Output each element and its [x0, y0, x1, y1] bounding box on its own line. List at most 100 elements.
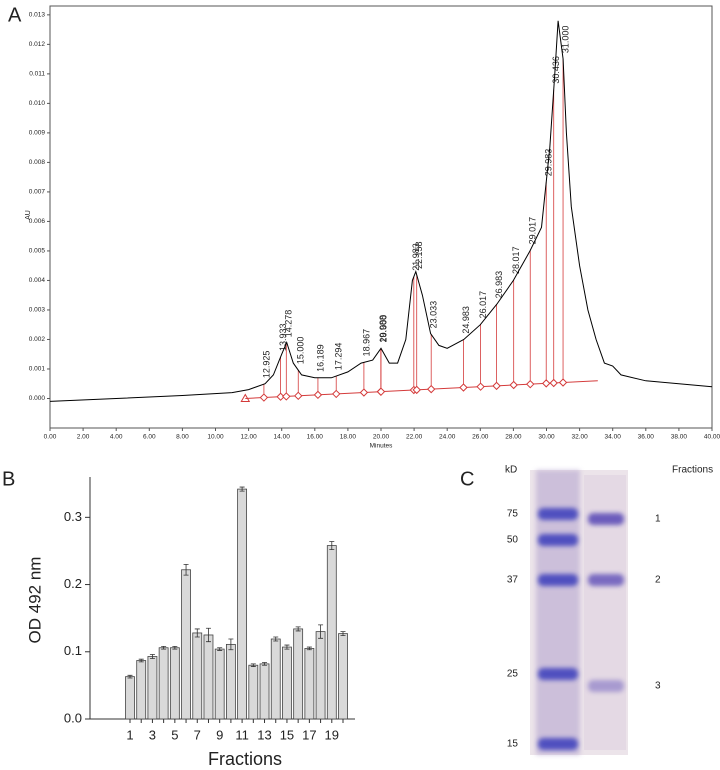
- x-tick-label: 32.00: [571, 434, 588, 441]
- peak-label: 21.983: [411, 243, 421, 271]
- fraction-marker: [492, 381, 501, 391]
- fraction-marker: [426, 384, 436, 394]
- bar: [315, 631, 326, 720]
- fraction-marker: [276, 392, 285, 401]
- bar: [225, 643, 236, 720]
- y-tick-label: 0.2: [64, 576, 82, 591]
- error-bar: [228, 638, 234, 651]
- x-tick-label: 38.00: [671, 434, 688, 441]
- y-tick-label: 0.009: [29, 130, 46, 137]
- baseline-start: [240, 393, 251, 402]
- y-tick-label: 0.012: [29, 41, 46, 48]
- x-tick-label: 17: [302, 727, 316, 742]
- y-tick-label: 0.005: [29, 248, 46, 255]
- bar: [259, 663, 270, 720]
- x-tick-label: 14.00: [274, 434, 291, 441]
- x-tick-label: 4.00: [110, 434, 123, 441]
- x-tick-label: 36.00: [638, 434, 655, 441]
- fraction-marker: [359, 388, 369, 397]
- bar: [248, 664, 259, 720]
- bar: [158, 647, 169, 720]
- bar: [304, 648, 315, 720]
- x-tick-label: 2.00: [77, 434, 90, 441]
- peak-label: 15.000: [296, 337, 306, 365]
- y-tick-label: 0.3: [64, 509, 82, 524]
- x-tick-label: 0.00: [44, 434, 57, 441]
- fraction-marker: [313, 390, 323, 400]
- peak-label: 12.925: [261, 351, 271, 379]
- peak-label: 26.017: [478, 291, 488, 319]
- x-tick-label: 19: [325, 727, 339, 742]
- x-tick-label: 1: [126, 727, 133, 742]
- bar: [237, 488, 248, 720]
- peak-label: 13.933: [278, 323, 288, 351]
- y-tick-label: 0.000: [29, 395, 46, 402]
- x-tick-label: 15: [280, 727, 294, 742]
- bar: [147, 656, 158, 720]
- error-bar: [239, 486, 245, 492]
- x-tick-label: 34.00: [605, 434, 622, 441]
- error-bar: [262, 662, 268, 666]
- y-axis-label: OD 492 nm: [25, 557, 44, 644]
- marker-band: [538, 738, 578, 750]
- x-tick-label: 22.00: [406, 434, 423, 441]
- fraction-marker: [282, 392, 291, 401]
- peak-label: 28.017: [511, 246, 521, 274]
- peak-label: 19.988: [378, 315, 388, 343]
- bar: [214, 648, 225, 720]
- peak-label: 14.278: [284, 310, 294, 338]
- fraction-label: 3: [655, 681, 661, 692]
- x-axis-label: Fractions: [208, 749, 282, 769]
- x-tick-label: 18.00: [340, 434, 357, 441]
- y-tick-label: 0.1: [64, 643, 82, 658]
- fraction-band: [588, 513, 624, 525]
- bar: [338, 633, 348, 720]
- marker-band: [538, 534, 578, 546]
- peak-label: 23.033: [429, 301, 439, 329]
- panel-label: A: [8, 4, 22, 26]
- x-tick-label: 16.00: [307, 434, 324, 441]
- y-tick-label: 0.001: [29, 366, 46, 373]
- y-tick-label: 0.006: [29, 218, 46, 225]
- x-tick-label: 3: [149, 727, 156, 742]
- bar: [136, 660, 147, 720]
- peak-label: 20.000: [378, 315, 388, 343]
- bar: [169, 647, 180, 720]
- peak-label: 17.294: [334, 343, 344, 371]
- error-bar: [127, 674, 133, 679]
- error-bar: [329, 541, 335, 550]
- error-bar: [138, 658, 144, 663]
- baseline: [245, 380, 598, 399]
- bar: [125, 676, 135, 720]
- fraction-marker: [294, 391, 303, 401]
- y-tick-label: 0.008: [29, 159, 46, 166]
- marker-title: kD: [505, 465, 517, 476]
- x-tick-label: 26.00: [472, 434, 489, 441]
- bar: [282, 646, 292, 720]
- x-tick-label: 7: [194, 727, 201, 742]
- fraction-band: [588, 574, 624, 586]
- chromatogram-trace: [49, 20, 713, 402]
- fraction-label: 1: [655, 514, 661, 525]
- marker-label: 25: [507, 669, 519, 680]
- error-bar: [273, 636, 279, 642]
- fraction-band: [588, 680, 624, 692]
- fraction-marker: [558, 378, 568, 387]
- x-tick-label: 40.00: [704, 434, 720, 441]
- error-bar: [340, 631, 346, 637]
- y-tick-label: 0.011: [29, 71, 45, 78]
- bar: [270, 638, 281, 720]
- error-bar: [149, 654, 155, 659]
- bar: [293, 628, 304, 720]
- error-bar: [172, 646, 178, 650]
- fraction-title: Fractions: [672, 465, 713, 476]
- error-bar: [250, 663, 256, 667]
- fraction-marker: [376, 387, 386, 396]
- marker-label: 75: [507, 509, 519, 520]
- bar: [203, 634, 214, 720]
- x-tick-label: 24.00: [439, 434, 456, 441]
- peak-label: 29.017: [528, 217, 538, 245]
- x-tick-label: 8.00: [176, 434, 189, 441]
- panel-label: C: [460, 468, 474, 490]
